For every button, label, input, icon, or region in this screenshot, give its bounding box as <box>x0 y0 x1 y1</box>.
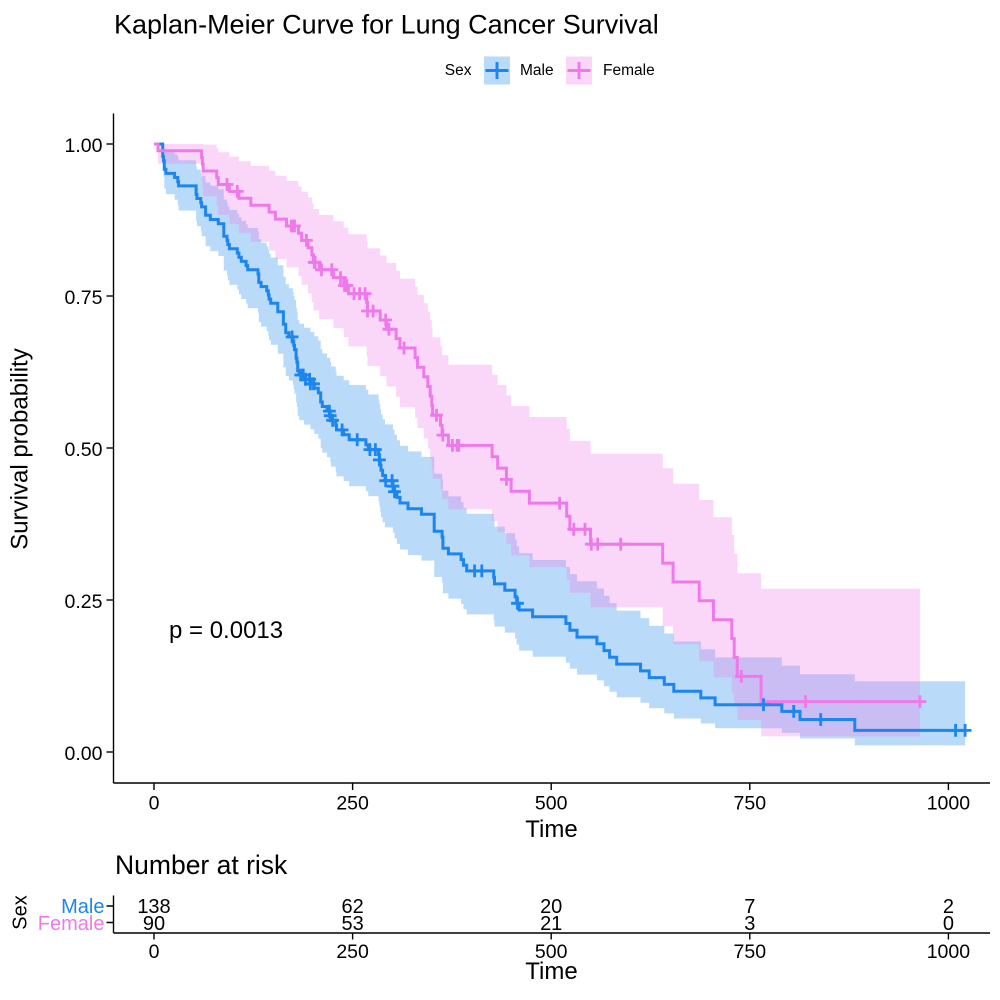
svg-text:62: 62 <box>341 896 363 918</box>
svg-text:Sex: Sex <box>445 62 472 79</box>
svg-text:250: 250 <box>336 941 369 963</box>
svg-text:Number at risk: Number at risk <box>115 850 288 880</box>
svg-text:750: 750 <box>734 941 767 963</box>
svg-text:0.25: 0.25 <box>65 591 103 613</box>
svg-text:Male: Male <box>61 896 104 918</box>
svg-text:500: 500 <box>535 793 568 815</box>
svg-text:Survival probability: Survival probability <box>7 348 34 549</box>
svg-text:2: 2 <box>943 896 954 918</box>
svg-text:3: 3 <box>744 913 755 935</box>
svg-text:0.00: 0.00 <box>65 743 103 765</box>
svg-text:Sex: Sex <box>10 895 32 929</box>
svg-text:250: 250 <box>336 793 369 815</box>
svg-text:Female: Female <box>603 62 655 79</box>
svg-text:1.00: 1.00 <box>65 135 103 157</box>
svg-text:0: 0 <box>943 913 954 935</box>
svg-text:Time: Time <box>525 816 577 843</box>
svg-text:750: 750 <box>734 793 767 815</box>
svg-text:1000: 1000 <box>927 793 971 815</box>
svg-text:Kaplan-Meier Curve for Lung Ca: Kaplan-Meier Curve for Lung Cancer Survi… <box>114 10 659 40</box>
svg-text:Time: Time <box>525 958 577 985</box>
svg-text:0: 0 <box>149 941 160 963</box>
svg-text:21: 21 <box>540 913 562 935</box>
svg-text:53: 53 <box>341 913 363 935</box>
svg-text:7: 7 <box>744 896 755 918</box>
svg-text:0.50: 0.50 <box>65 439 103 461</box>
svg-text:500: 500 <box>535 941 568 963</box>
svg-text:1000: 1000 <box>927 941 971 963</box>
svg-text:Male: Male <box>520 62 554 79</box>
svg-text:90: 90 <box>143 913 165 935</box>
svg-text:138: 138 <box>137 896 170 918</box>
svg-text:0: 0 <box>149 793 160 815</box>
svg-text:20: 20 <box>540 896 562 918</box>
svg-text:p = 0.0013: p = 0.0013 <box>169 617 283 644</box>
svg-text:0.75: 0.75 <box>65 287 103 309</box>
svg-text:Female: Female <box>38 913 105 935</box>
